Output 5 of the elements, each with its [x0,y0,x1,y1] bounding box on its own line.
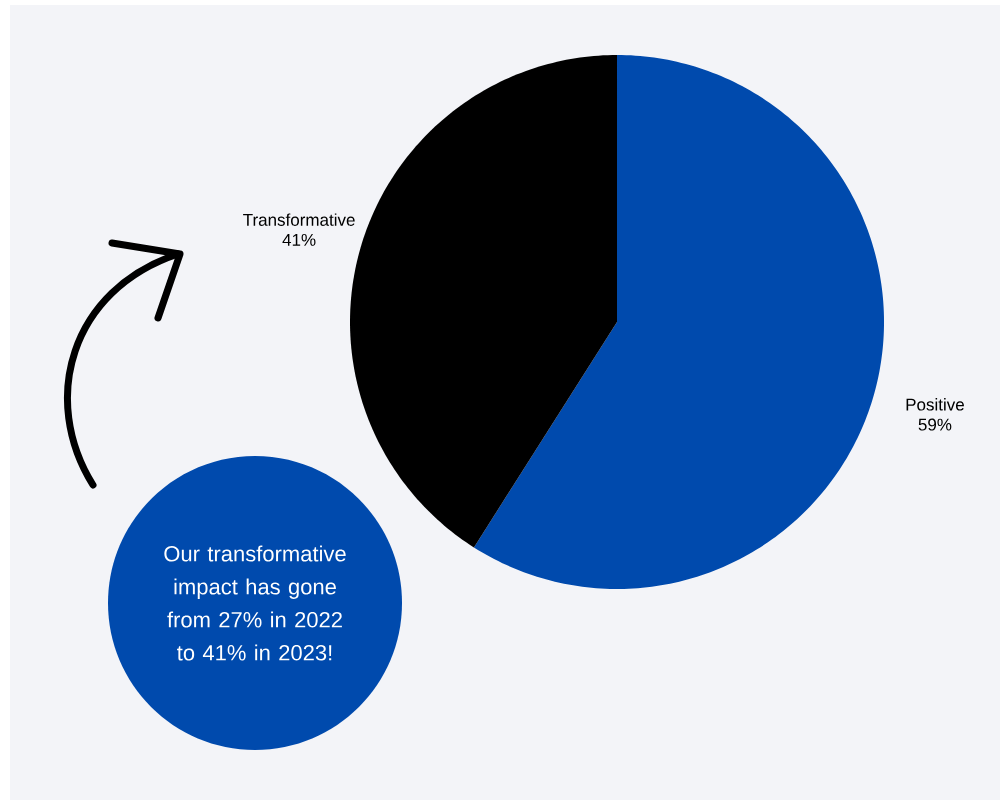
text: Our transformative impact has gone from 27% in 2022 to 41% in 2023! [164,545,346,661]
data-label: 59% [918,418,952,431]
slice-label: Transformative [243,213,355,226]
slice-label: Positive [906,398,964,411]
data-label: 41% [282,233,316,246]
